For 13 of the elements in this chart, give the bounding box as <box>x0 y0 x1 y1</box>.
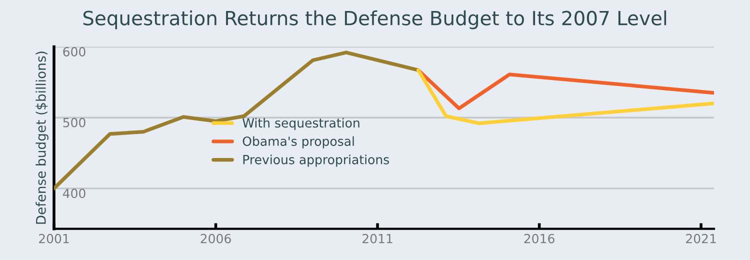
chart-title: Sequestration Returns the Defense Budget to Its 2007 Level <box>83 10 666 30</box>
y-tick-label: 500 <box>63 118 86 128</box>
x-tick-label: 2006 <box>200 234 231 244</box>
y-axis-title: Defense budget ($billions) <box>36 52 48 224</box>
x-tick-label: 2016 <box>524 234 554 244</box>
x-tick-label: 2011 <box>362 234 392 244</box>
x-tick-label: 2021 <box>686 234 716 244</box>
y-tick-label: 600 <box>63 47 86 56</box>
x-tick-label: 2001 <box>39 234 69 244</box>
legend-label: Previous appropriations <box>243 154 390 167</box>
legend-label: With sequestration <box>242 118 360 130</box>
legend-label: Obama's proposal <box>242 136 354 148</box>
y-tick-label: 400 <box>62 188 86 198</box>
